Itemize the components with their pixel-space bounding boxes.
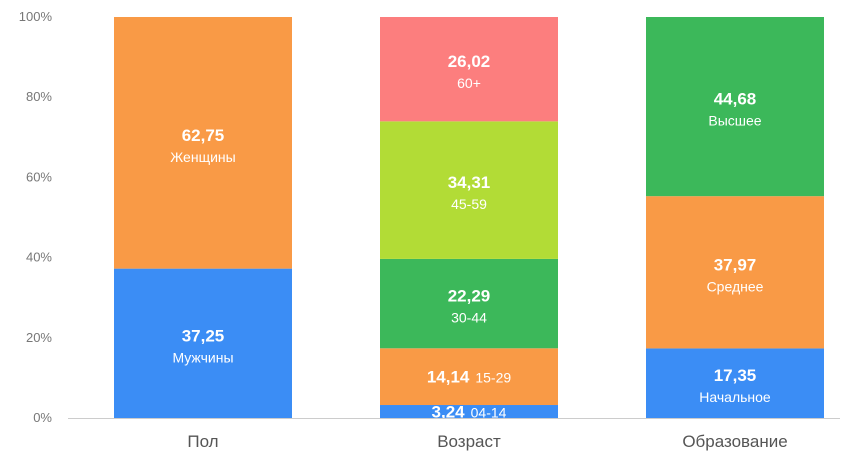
x-tick-label: Пол (187, 432, 218, 451)
data-label: 62,75 (182, 126, 225, 145)
segment-name: Женщины (170, 149, 235, 165)
data-label: 44,68 (714, 90, 757, 109)
data-label: 37,25 (182, 326, 225, 345)
segment-name: 15-29 (475, 370, 511, 386)
bar-segment (380, 121, 558, 259)
bar-segment (114, 17, 292, 269)
segment-name: 45-59 (451, 196, 487, 212)
segment-name: 30-44 (451, 310, 487, 326)
segment-name: Среднее (707, 278, 764, 294)
segment-name: Начальное (699, 389, 771, 405)
y-axis: 0% 20% 40% 60% 80% 100% (19, 9, 53, 425)
bar-segment (380, 405, 558, 418)
bar-segment (380, 17, 558, 122)
data-label: 14,14 (427, 368, 470, 387)
y-tick-label: 40% (26, 250, 52, 265)
bar-segment (380, 258, 558, 349)
segment-name: Высшее (708, 113, 761, 129)
segment-label: 14,14 15-29 (427, 368, 512, 387)
y-tick-label: 80% (26, 89, 52, 104)
bar-stack: 37,25 Мужчины 62,75 Женщины (114, 17, 292, 418)
data-label: 37,97 (714, 255, 757, 274)
y-tick-label: 100% (19, 9, 53, 24)
data-label: 17,35 (714, 366, 757, 385)
bar-segment (646, 17, 824, 197)
segment-name: Мужчины (172, 349, 233, 365)
bar-segment (646, 196, 824, 349)
bar-segment (646, 348, 824, 418)
segment-name: 04-14 (471, 405, 507, 421)
x-tick-label: Возраст (437, 432, 501, 451)
y-tick-label: 20% (26, 330, 52, 345)
bar-segment (380, 348, 558, 406)
bar-stack: 17,35 Начальное 37,97 Среднее 44,68 Высшее (646, 17, 824, 418)
y-tick-label: 0% (33, 410, 52, 425)
x-tick-label: Образование (682, 432, 787, 451)
bar-stack: 3,24 04-14 14,14 15-29 22,29 30-44 34,31 45-59 2… (380, 17, 558, 422)
segment-label: 3,24 04-14 (432, 403, 507, 422)
data-label: 34,31 (448, 173, 491, 192)
data-label: 22,29 (448, 287, 491, 306)
bar-segment (114, 268, 292, 418)
segment-name: 60+ (457, 75, 481, 91)
data-label: 3,24 (432, 403, 466, 422)
x-axis: Пол Возраст Образование (68, 418, 840, 451)
y-tick-label: 60% (26, 169, 52, 184)
data-label: 26,02 (448, 52, 491, 71)
bars-group: 37,25 Мужчины 62,75 Женщины 3,24 04-14 14,14 15… (114, 17, 824, 422)
